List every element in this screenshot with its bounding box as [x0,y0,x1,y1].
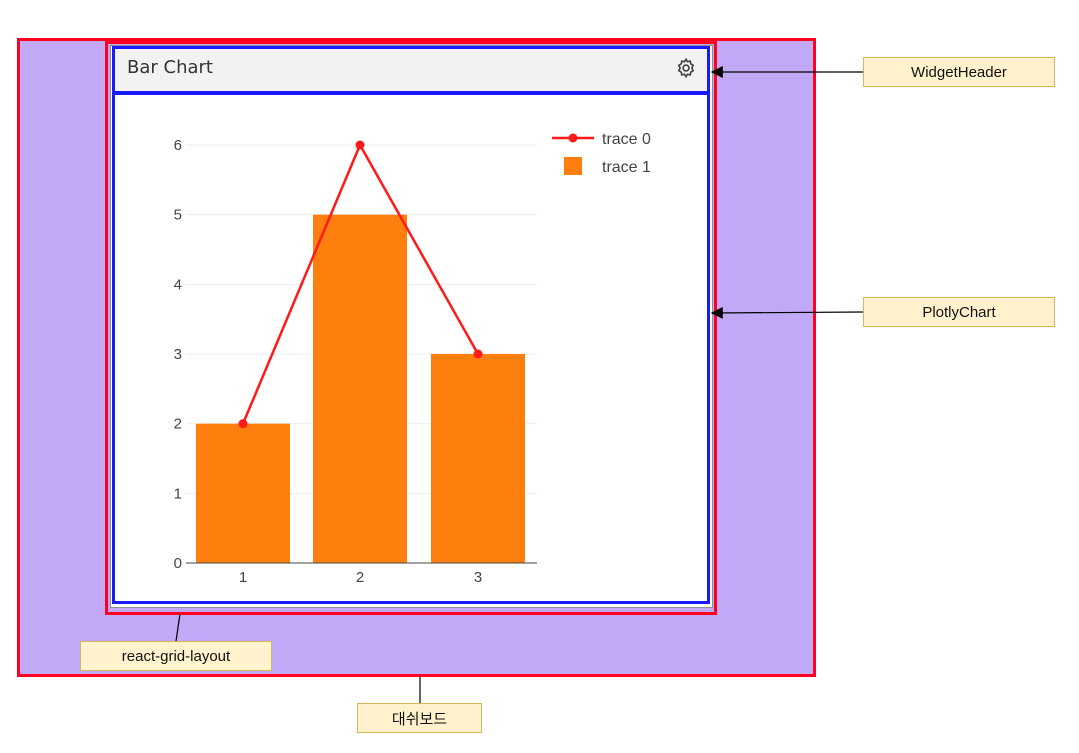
y-tick-label: 2 [174,416,182,433]
plotly-chart-label: PlotlyChart [863,297,1055,327]
widget-title: Bar Chart [127,57,213,78]
bar [196,423,290,563]
line-point [473,349,483,359]
legend-label: trace 0 [602,131,651,148]
widget-header: Bar Chart [112,46,710,94]
bar [313,214,407,563]
line-point [238,419,248,429]
legend-bar-swatch [564,157,582,175]
x-tick-label: 2 [356,569,364,586]
legend-line-marker [568,133,578,143]
y-tick-label: 4 [174,276,182,293]
bar [431,354,525,563]
y-tick-label: 5 [174,207,182,224]
x-tick-label: 1 [239,569,247,586]
line-point [355,140,365,150]
bar-chart: 0 1 2 3 4 5 6 1 2 3 trace 0 trace 1 [174,131,651,586]
y-tick-label: 6 [174,137,182,154]
react-grid-layout-label: react-grid-layout [80,641,272,671]
y-tick-label: 3 [174,346,182,363]
widget-header-label: WidgetHeader [863,57,1055,87]
plotly-chart: 0 1 2 3 4 5 6 1 2 3 trace 0 trace 1 [112,92,710,604]
y-tick-label: 0 [174,555,182,572]
dashboard-label: 대쉬보드 [357,703,482,733]
y-tick-label: 1 [174,485,182,502]
legend-label: trace 1 [602,159,651,176]
x-tick-label: 3 [474,569,482,586]
gear-icon[interactable] [675,57,697,79]
